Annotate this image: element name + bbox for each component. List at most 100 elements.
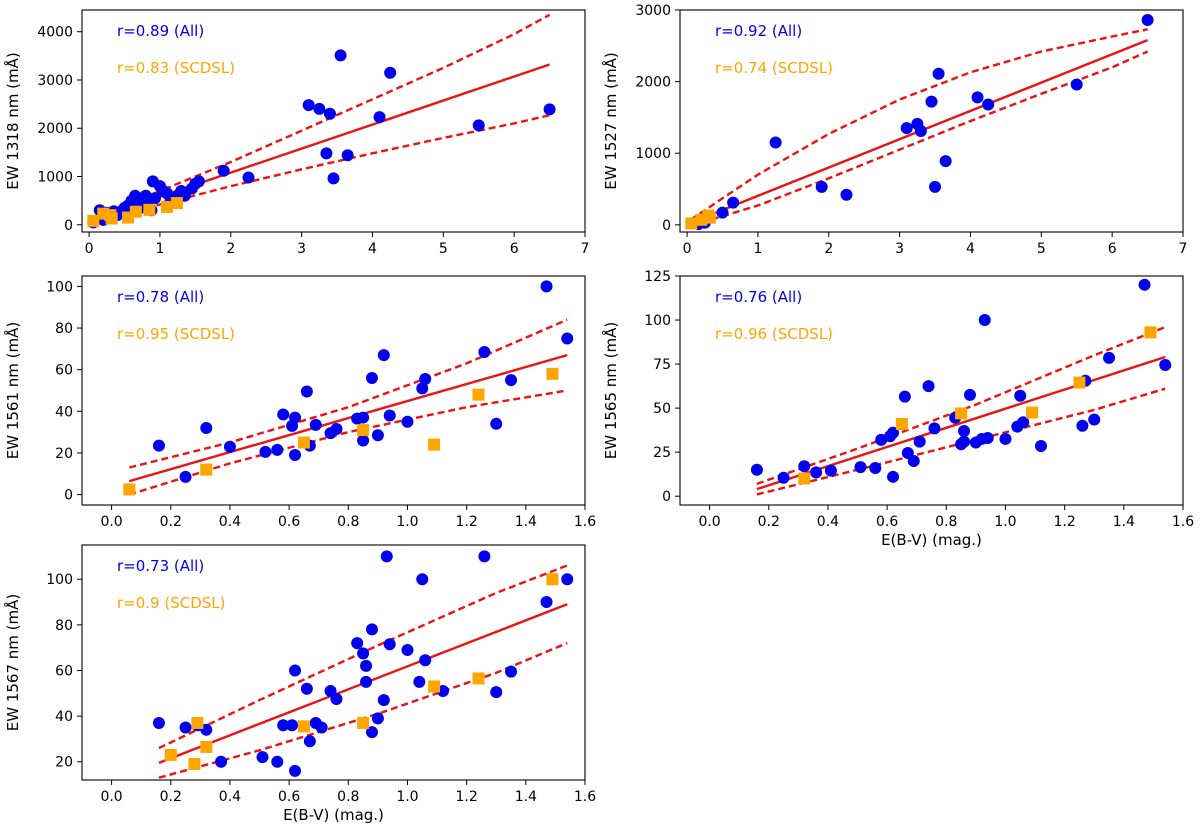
axes-frame (679, 275, 1184, 506)
x-tick-label: 0.0 (100, 514, 122, 530)
x-tick-label: 2 (824, 241, 833, 257)
axes-frame (679, 9, 1184, 233)
all-data-point (360, 675, 373, 688)
all-data-point (373, 111, 386, 124)
all-data-point (365, 726, 378, 739)
scdsl-data-point (297, 720, 310, 733)
x-tick-label: 0.2 (160, 514, 182, 530)
panel-4: 0.0 0.2 0.4 0.6 0.8 1.0 1.2 1.4 1.6 0 25 50 75 100 125… (601, 269, 1194, 549)
x-tick-label: 0.6 (278, 514, 300, 530)
x-tick-label: 1.6 (1172, 514, 1194, 530)
all-data-point (840, 188, 853, 201)
all-data-point (323, 107, 336, 120)
all-data-point (810, 466, 823, 479)
y-tick-label: 80 (55, 321, 73, 337)
y-tick-label: 75 (653, 357, 671, 373)
y-tick-label: 40 (55, 404, 73, 420)
y-tick-label: 2000 (635, 75, 671, 91)
y-tick-label: 3000 (37, 73, 73, 89)
scdsl-data-point (357, 716, 370, 729)
all-data-point (271, 443, 284, 456)
x-tick-label: 3 (895, 241, 904, 257)
all-data-point (769, 136, 782, 149)
all-data-point (413, 675, 426, 688)
r-all-annotation: r=0.78 (All) (117, 288, 204, 306)
y-tick-label: 80 (55, 618, 73, 634)
all-data-point (1014, 389, 1027, 402)
y-tick-label: 0 (64, 218, 73, 234)
y-tick-label: 100 (46, 572, 73, 588)
r-all-annotation: r=0.92 (All) (715, 22, 802, 40)
y-axis-label: EW 1565 nm (mÅ) (601, 322, 620, 459)
panel-5: 0.0 0.2 0.4 0.6 0.8 1.0 1.2 1.4 1.6 20 40 60 80 100 EW… (3, 544, 596, 824)
scdsl-data-point (1144, 326, 1157, 339)
x-tick-label: 5 (1037, 241, 1046, 257)
all-data-point (256, 751, 269, 764)
axes-frame (81, 275, 586, 506)
all-data-point (478, 345, 491, 358)
x-tick-label: 4 (368, 241, 377, 257)
all-data-point (939, 155, 952, 168)
x-tick-label: 0.4 (219, 789, 241, 805)
scdsl-data-point (129, 205, 142, 218)
x-tick-label: 0 (683, 241, 692, 257)
all-data-point (1138, 278, 1151, 291)
x-tick-label: 0.8 (337, 789, 359, 805)
all-data-point (200, 421, 213, 434)
all-data-point (383, 638, 396, 651)
all-data-point (978, 314, 991, 327)
x-tick-label: 0.2 (160, 789, 182, 805)
scdsl-data-point (357, 424, 370, 437)
scdsl-data-point (123, 483, 136, 496)
all-data-point (540, 596, 553, 609)
x-tick-label: 7 (1179, 241, 1188, 257)
all-data-point (300, 385, 313, 398)
fit-line (128, 353, 568, 483)
scdsl-data-point (428, 680, 441, 693)
all-data-point (419, 654, 432, 667)
all-data-point (242, 171, 255, 184)
all-data-point (303, 735, 316, 748)
all-data-point (1034, 439, 1047, 452)
y-tick-label: 2000 (37, 121, 73, 137)
x-tick-label: 0.6 (278, 789, 300, 805)
y-axis-label: EW 1527 nm (mÅ) (601, 52, 620, 189)
x-tick-label: 0.8 (935, 514, 957, 530)
all-data-point (925, 95, 938, 108)
all-data-point (360, 659, 373, 672)
lower-bound-line (690, 50, 1149, 227)
scdsl-data-point (143, 203, 156, 216)
all-data-point (922, 380, 935, 393)
x-tick-label: 5 (439, 241, 448, 257)
all-data-point (289, 411, 302, 424)
x-tick-label: 0.0 (100, 789, 122, 805)
scdsl-data-point (798, 472, 811, 485)
all-data-point (958, 435, 971, 448)
r-scdsl-annotation: r=0.95 (SCDSL) (117, 325, 235, 343)
all-data-point (928, 422, 941, 435)
all-data-point (971, 91, 984, 104)
axes-frame (81, 544, 586, 781)
all-data-point (377, 349, 390, 362)
all-data-point (798, 460, 811, 473)
fit-line (756, 355, 1166, 491)
all-data-point (999, 432, 1012, 445)
y-tick-label: 0 (662, 218, 671, 234)
upper-bound-line (129, 318, 568, 469)
all-data-point (958, 425, 971, 438)
all-data-point (384, 66, 397, 79)
x-tick-label: 0.4 (817, 514, 839, 530)
scdsl-data-point (472, 388, 485, 401)
x-tick-label: 1.6 (574, 514, 596, 530)
all-data-point (478, 550, 491, 563)
all-data-point (900, 122, 913, 135)
scdsl-data-point (122, 211, 135, 224)
x-tick-label: 1.4 (1113, 514, 1135, 530)
all-data-point (540, 280, 553, 293)
x-tick-label: 2 (226, 241, 235, 257)
all-data-point (401, 415, 414, 428)
all-data-point (277, 719, 290, 732)
all-data-point (341, 149, 354, 162)
lower-bound-line (128, 389, 568, 496)
x-tick-label: 1 (155, 241, 164, 257)
